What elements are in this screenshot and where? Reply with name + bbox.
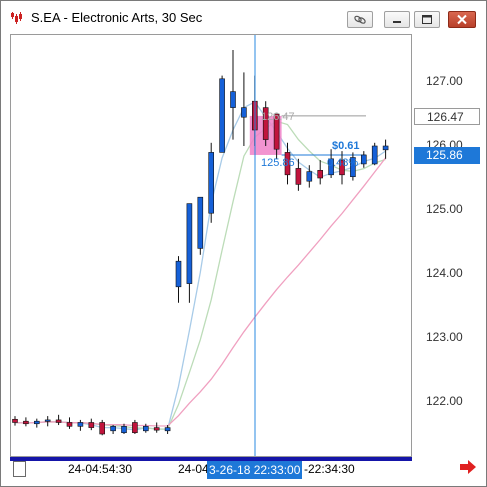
candle-body [88, 422, 95, 428]
x-tick-label: 24-04:54:30 [68, 462, 133, 476]
candle-body [219, 78, 225, 153]
moving-average-line [14, 101, 386, 431]
x-tick-label: -22:34:30 [304, 462, 355, 476]
y-tick-label: 124.00 [426, 266, 463, 280]
close-icon [457, 14, 467, 25]
measure-change-pct-label: 0.48% [327, 157, 358, 169]
candle-body [110, 426, 116, 432]
candle-body [295, 168, 302, 185]
candle-body [371, 145, 378, 165]
candle-body [121, 426, 127, 434]
time-scrollbar[interactable] [10, 457, 412, 461]
candle-body [99, 422, 105, 435]
candle-body [66, 422, 73, 427]
y-tick-label: 125.00 [426, 202, 463, 216]
price-axis[interactable]: 127.00 126.00 125.00 124.00 123.00 122.0… [412, 34, 482, 457]
measure-change-label: $0.61 [332, 140, 360, 152]
crosshair-time-label: 3-26-18 22:33:00 [207, 461, 303, 479]
candle-body [328, 158, 334, 176]
window-title: S.EA - Electronic Arts, 30 Sec [31, 10, 203, 25]
candle-body [44, 419, 51, 422]
link-button[interactable] [347, 11, 373, 28]
measure-top-label: 126.47 [261, 111, 295, 123]
maximize-icon [422, 15, 432, 24]
moving-average-line [14, 157, 387, 427]
maximize-button[interactable] [414, 11, 440, 28]
candle-body [55, 419, 62, 423]
link-icon [354, 15, 366, 24]
title-bar[interactable]: S.EA - Electronic Arts, 30 Sec [1, 1, 486, 35]
candle-body [12, 418, 18, 423]
close-button[interactable] [448, 11, 476, 28]
candle-body [306, 171, 313, 182]
candle-body [241, 107, 247, 118]
candle-body [197, 196, 204, 249]
candle-body [284, 152, 291, 176]
candle-body [132, 422, 138, 434]
candle-body [350, 157, 356, 178]
red-arrow-icon[interactable] [459, 460, 477, 474]
minimize-icon [393, 21, 401, 23]
candle-body [186, 203, 193, 284]
measure-bottom-label: 125.86 [261, 157, 295, 169]
candle-body [175, 260, 182, 288]
candle-body [262, 107, 269, 140]
time-axis[interactable]: 24-04:54:30 24-04 3-26-18 22:33:00 -22:3… [10, 457, 412, 481]
candle-body [33, 420, 40, 425]
y-tick-label: 122.00 [426, 394, 463, 408]
candle-body [339, 159, 345, 176]
last-price-tag: 125.86 [414, 147, 480, 164]
candle-body [153, 427, 160, 431]
candle-body [273, 113, 280, 150]
scroll-box-icon[interactable] [13, 461, 26, 477]
candle-body [208, 152, 214, 214]
price-chart[interactable]: 126.47 125.86 $0.61 0.48% [10, 34, 412, 457]
candle-body [164, 427, 171, 432]
app-icon [11, 12, 22, 24]
candle-body [360, 154, 367, 165]
candle-body [382, 145, 389, 151]
candle-body [77, 422, 84, 427]
candlestick-plot[interactable]: 126.47 125.86 $0.61 0.48% [11, 35, 411, 456]
candle-body [230, 91, 236, 108]
y-tick-label: 123.00 [426, 330, 463, 344]
high-price-tag: 126.47 [414, 108, 480, 125]
candle-body [143, 426, 149, 432]
minimize-button[interactable] [384, 11, 410, 28]
x-tick-label: 24-04 [178, 462, 209, 476]
candle-body [23, 420, 29, 425]
candle-body [317, 170, 324, 179]
y-tick-label: 127.00 [426, 74, 463, 88]
